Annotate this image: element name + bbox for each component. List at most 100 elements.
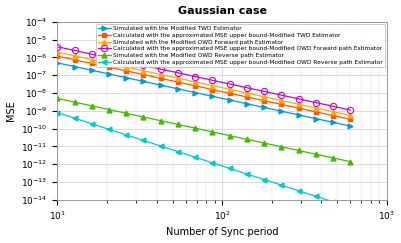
Simulated with the Modified OWD Reverse path Estimator — [124, 112, 129, 115]
Calculated with the approximated MSE upper bound-Modified OWD Forward path Estimator — [158, 68, 163, 70]
Calculated with the approximated MSE upper bound-Modified OWD Reverse path Estimator — [279, 184, 284, 187]
Simulated with the Modified TWD Estimator — [331, 121, 336, 124]
Simulated with the Modified OWD Reverse path Estimator — [107, 108, 111, 111]
Calculated with the approximated MSE upper bound-Modified TWD Estimator — [245, 95, 249, 98]
Simulated with the Modified OWD Reverse path Estimator — [55, 97, 60, 100]
Calculated with the approximated MSE upper bound-Modified OWD Forward path Estimator — [314, 101, 318, 104]
Simulated with the Modified OWD Forward path Estimator — [72, 54, 77, 57]
Simulated with the Modified OWD Reverse path Estimator — [314, 153, 318, 156]
Calculated with the approximated MSE upper bound-Modified OWD Reverse path Estimator — [176, 150, 180, 153]
Calculated with the approximated MSE upper bound-Modified OWD Forward path Estimator — [296, 97, 301, 100]
Line: Simulated with the Modified TWD Estimator: Simulated with the Modified TWD Estimato… — [55, 61, 353, 129]
X-axis label: Number of Sync period: Number of Sync period — [166, 227, 278, 237]
Calculated with the approximated MSE upper bound-Modified OWD Reverse path Estimator — [107, 128, 111, 131]
Simulated with the Modified OWD Forward path Estimator — [55, 51, 60, 53]
Calculated with the approximated MSE upper bound-Modified TWD Estimator — [193, 84, 198, 87]
Calculated with the approximated MSE upper bound-Modified OWD Forward path Estimator — [176, 71, 180, 74]
Calculated with the approximated MSE upper bound-Modified OWD Forward path Estimator — [55, 45, 60, 48]
Simulated with the Modified TWD Estimator — [193, 91, 198, 94]
Simulated with the Modified TWD Estimator — [262, 106, 267, 109]
Calculated with the approximated MSE upper bound-Modified OWD Forward path Estimator — [331, 105, 336, 108]
Simulated with the Modified OWD Forward path Estimator — [245, 92, 249, 95]
Calculated with the approximated MSE upper bound-Modified TWD Estimator — [279, 103, 284, 106]
Simulated with the Modified TWD Estimator — [89, 69, 94, 72]
Calculated with the approximated MSE upper bound-Modified TWD Estimator — [348, 118, 353, 121]
Simulated with the Modified OWD Forward path Estimator — [158, 73, 163, 76]
Calculated with the approximated MSE upper bound-Modified OWD Forward path Estimator — [124, 60, 129, 63]
Simulated with the Modified OWD Forward path Estimator — [141, 69, 146, 72]
Simulated with the Modified TWD Estimator — [227, 99, 232, 102]
Legend: Simulated with the Modified TWD Estimator, Calculated with the approximated MSE : Simulated with the Modified TWD Estimato… — [95, 24, 385, 67]
Calculated with the approximated MSE upper bound-Modified TWD Estimator — [210, 88, 215, 91]
Y-axis label: MSE: MSE — [6, 100, 16, 121]
Simulated with the Modified TWD Estimator — [158, 84, 163, 87]
Line: Simulated with the Modified OWD Reverse path Estimator: Simulated with the Modified OWD Reverse … — [55, 96, 353, 164]
Simulated with the Modified OWD Forward path Estimator — [193, 80, 198, 83]
Calculated with the approximated MSE upper bound-Modified TWD Estimator — [176, 81, 180, 84]
Calculated with the approximated MSE upper bound-Modified TWD Estimator — [158, 77, 163, 80]
Calculated with the approximated MSE upper bound-Modified OWD Forward path Estimator — [227, 83, 232, 86]
Calculated with the approximated MSE upper bound-Modified OWD Reverse path Estimator — [210, 161, 215, 164]
Simulated with the Modified TWD Estimator — [176, 87, 180, 90]
Calculated with the approximated MSE upper bound-Modified OWD Forward path Estimator — [245, 86, 249, 89]
Simulated with the Modified OWD Forward path Estimator — [348, 114, 353, 117]
Calculated with the approximated MSE upper bound-Modified OWD Reverse path Estimator — [227, 167, 232, 170]
Simulated with the Modified OWD Forward path Estimator — [296, 103, 301, 106]
Simulated with the Modified TWD Estimator — [72, 65, 77, 68]
Simulated with the Modified OWD Reverse path Estimator — [348, 160, 353, 163]
Calculated with the approximated MSE upper bound-Modified OWD Reverse path Estimator — [314, 195, 318, 198]
Calculated with the approximated MSE upper bound-Modified OWD Reverse path Estimator — [72, 117, 77, 120]
Simulated with the Modified TWD Estimator — [141, 80, 146, 83]
Simulated with the Modified OWD Reverse path Estimator — [245, 138, 249, 141]
Simulated with the Modified OWD Reverse path Estimator — [262, 142, 267, 145]
Line: Calculated with the approximated MSE upper bound-Modified TWD Estimator: Calculated with the approximated MSE upp… — [55, 54, 352, 122]
Simulated with the Modified OWD Reverse path Estimator — [331, 156, 336, 159]
Calculated with the approximated MSE upper bound-Modified OWD Reverse path Estimator — [348, 206, 353, 209]
Simulated with the Modified OWD Forward path Estimator — [314, 106, 318, 109]
Simulated with the Modified OWD Reverse path Estimator — [72, 101, 77, 104]
Calculated with the approximated MSE upper bound-Modified OWD Reverse path Estimator — [245, 173, 249, 175]
Calculated with the approximated MSE upper bound-Modified TWD Estimator — [55, 55, 60, 58]
Simulated with the Modified OWD Forward path Estimator — [262, 95, 267, 98]
Calculated with the approximated MSE upper bound-Modified OWD Forward path Estimator — [348, 109, 353, 112]
Simulated with the Modified TWD Estimator — [124, 76, 129, 79]
Simulated with the Modified OWD Forward path Estimator — [227, 88, 232, 91]
Simulated with the Modified OWD Reverse path Estimator — [279, 145, 284, 148]
Calculated with the approximated MSE upper bound-Modified OWD Forward path Estimator — [262, 90, 267, 93]
Simulated with the Modified OWD Reverse path Estimator — [296, 149, 301, 152]
Calculated with the approximated MSE upper bound-Modified TWD Estimator — [124, 69, 129, 72]
Simulated with the Modified OWD Reverse path Estimator — [227, 134, 232, 137]
Simulated with the Modified TWD Estimator — [210, 95, 215, 98]
Calculated with the approximated MSE upper bound-Modified OWD Forward path Estimator — [89, 53, 94, 56]
Calculated with the approximated MSE upper bound-Modified OWD Forward path Estimator — [72, 49, 77, 52]
Simulated with the Modified OWD Forward path Estimator — [124, 66, 129, 69]
Simulated with the Modified OWD Reverse path Estimator — [141, 115, 146, 118]
Calculated with the approximated MSE upper bound-Modified TWD Estimator — [89, 62, 94, 65]
Calculated with the approximated MSE upper bound-Modified OWD Forward path Estimator — [210, 79, 215, 82]
Calculated with the approximated MSE upper bound-Modified OWD Forward path Estimator — [107, 56, 111, 59]
Calculated with the approximated MSE upper bound-Modified TWD Estimator — [227, 92, 232, 95]
Calculated with the approximated MSE upper bound-Modified OWD Reverse path Estimator — [193, 156, 198, 159]
Simulated with the Modified OWD Reverse path Estimator — [210, 130, 215, 133]
Calculated with the approximated MSE upper bound-Modified OWD Reverse path Estimator — [55, 111, 60, 114]
Simulated with the Modified OWD Reverse path Estimator — [193, 127, 198, 130]
Calculated with the approximated MSE upper bound-Modified OWD Reverse path Estimator — [331, 200, 336, 203]
Simulated with the Modified TWD Estimator — [107, 72, 111, 75]
Simulated with the Modified TWD Estimator — [245, 102, 249, 105]
Calculated with the approximated MSE upper bound-Modified TWD Estimator — [262, 99, 267, 102]
Simulated with the Modified TWD Estimator — [279, 110, 284, 113]
Simulated with the Modified OWD Forward path Estimator — [107, 62, 111, 65]
Simulated with the Modified OWD Forward path Estimator — [279, 99, 284, 102]
Calculated with the approximated MSE upper bound-Modified TWD Estimator — [314, 110, 318, 113]
Simulated with the Modified OWD Reverse path Estimator — [158, 119, 163, 122]
Calculated with the approximated MSE upper bound-Modified OWD Forward path Estimator — [193, 75, 198, 78]
Calculated with the approximated MSE upper bound-Modified TWD Estimator — [296, 107, 301, 110]
Simulated with the Modified OWD Reverse path Estimator — [176, 123, 180, 126]
Simulated with the Modified TWD Estimator — [348, 125, 353, 128]
Calculated with the approximated MSE upper bound-Modified TWD Estimator — [141, 73, 146, 76]
Simulated with the Modified TWD Estimator — [55, 61, 60, 64]
Calculated with the approximated MSE upper bound-Modified OWD Reverse path Estimator — [158, 145, 163, 148]
Calculated with the approximated MSE upper bound-Modified OWD Forward path Estimator — [141, 64, 146, 67]
Simulated with the Modified OWD Forward path Estimator — [89, 58, 94, 61]
Calculated with the approximated MSE upper bound-Modified OWD Reverse path Estimator — [141, 139, 146, 142]
